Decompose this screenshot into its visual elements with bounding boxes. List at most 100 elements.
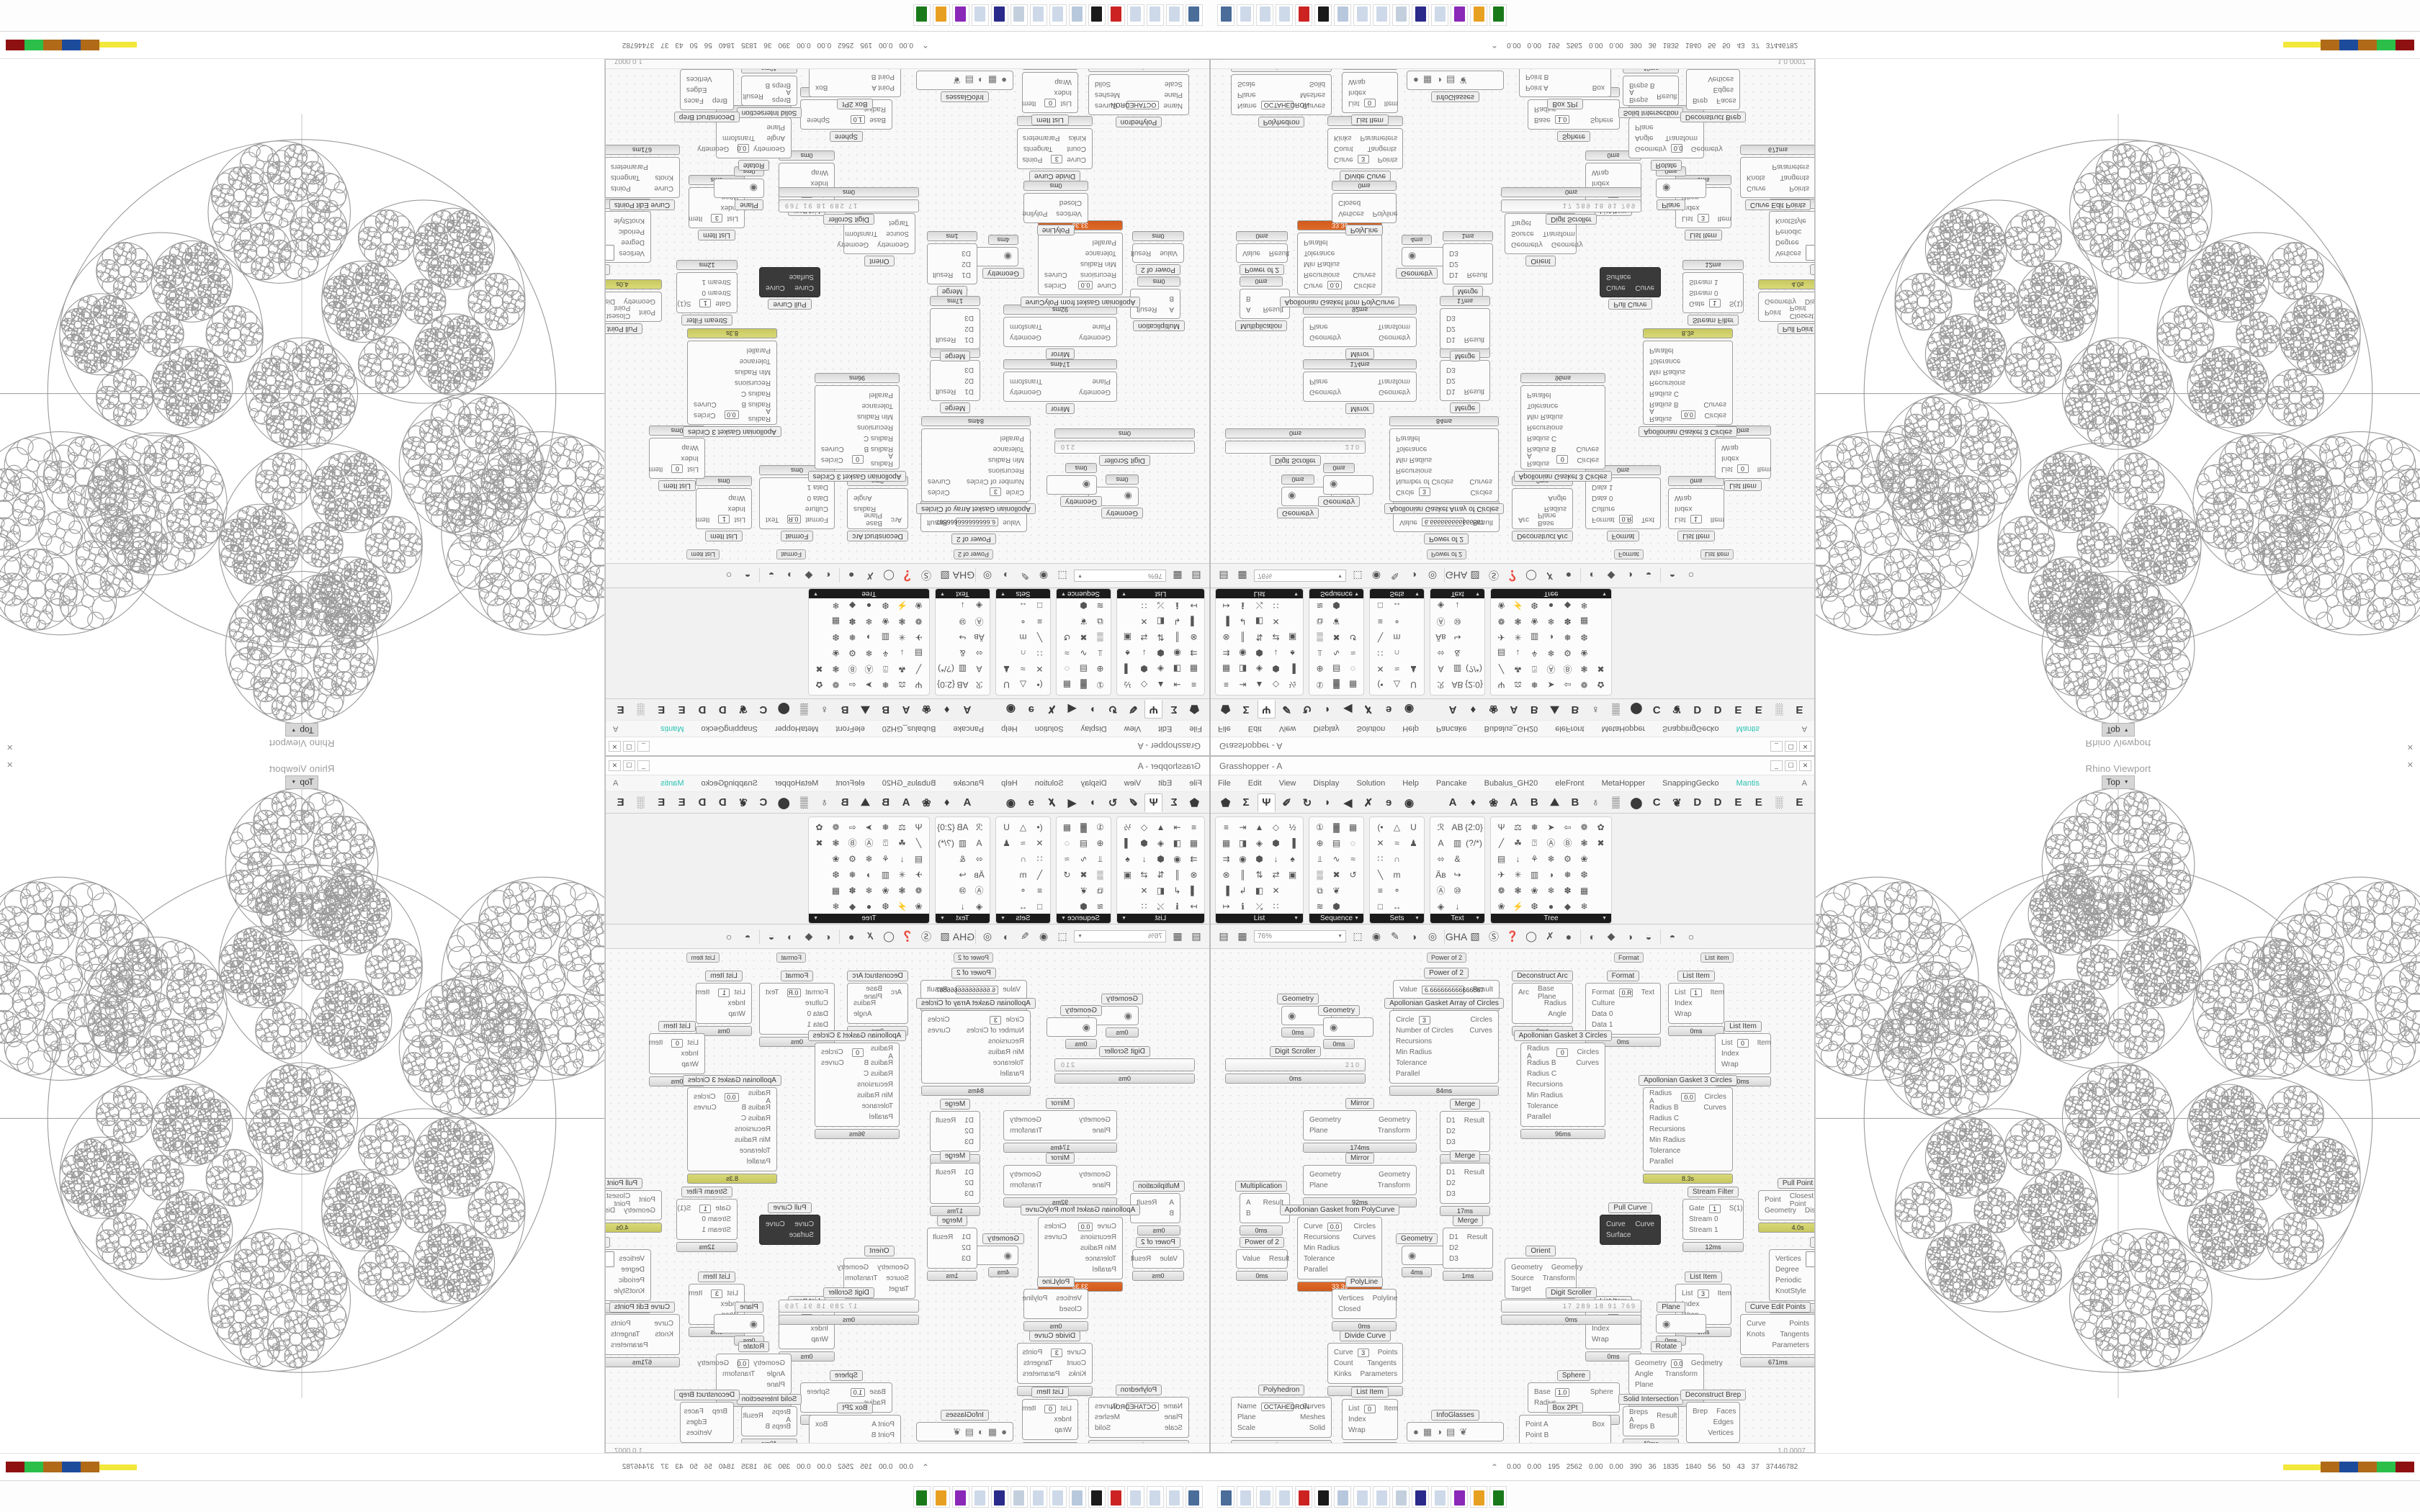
component-icon-12[interactable]: U [1406, 820, 1421, 834]
node-param-value[interactable]: 3 [1051, 155, 1063, 164]
toolbar-icon-13[interactable]: ◆ [1604, 930, 1618, 944]
node-param-value[interactable]: 6.666666666666667 [1421, 518, 1484, 527]
category-tab-9[interactable]: ◉ [1400, 793, 1418, 812]
component-icon-18[interactable]: ◇ [1137, 678, 1152, 692]
category-tab-0[interactable]: ⬟ [1216, 793, 1234, 812]
node-param-value[interactable]: 1 [718, 515, 730, 524]
menu-item-solution[interactable]: Solution [1356, 724, 1385, 733]
component-icon-2[interactable]: ▤ [1494, 646, 1509, 660]
component-icon-4[interactable]: ❁ [1494, 614, 1509, 629]
chevron-down-icon[interactable]: ▼ [1337, 573, 1343, 578]
node-param-value[interactable]: 0 [671, 1038, 684, 1048]
component-icon-12[interactable]: {2:0} [1465, 820, 1483, 834]
infoglasses-toggle-4[interactable]: ❦ [1459, 75, 1467, 86]
node-divide-curve[interactable]: Divide Curve Curve 3 Points Count Tangents Kin… [1327, 116, 1403, 181]
viewport-close-icon[interactable]: ✕ [2407, 760, 2414, 770]
node-param-value[interactable]: 6.666666666666667 [936, 985, 999, 994]
component-icon-9[interactable]: ↪ [1450, 868, 1465, 882]
category-tab-7[interactable]: ✗ [1042, 701, 1060, 719]
category-tab-2[interactable]: Ψ [1144, 700, 1163, 719]
component-icon-13[interactable]: ⍰ [878, 836, 893, 850]
component-icon-12[interactable]: ▲ [1252, 678, 1267, 692]
component-icon-26[interactable]: ♠ [1285, 852, 1300, 866]
component-icon-4[interactable]: ▐ [1219, 883, 1234, 898]
taskbar-display-icon-0[interactable] [1186, 1485, 1203, 1508]
plugin-tab-3[interactable]: A [1505, 793, 1523, 812]
component-icon-3[interactable]: ▒ [1093, 868, 1108, 882]
open-file-icon[interactable]: ▤ [1189, 569, 1204, 583]
node-format[interactable]: Format Format 0.R Text Culture Data 0 Data 1 0m… [1585, 971, 1661, 1047]
plugin-tab-2[interactable]: ❀ [1484, 793, 1502, 812]
component-icon-4[interactable]: ❁ [1494, 883, 1509, 898]
node-geometry[interactable]: Geometry ◉ 0ms [1088, 474, 1143, 518]
toolbar-icon-8[interactable]: ❓ [900, 930, 915, 944]
taskbar-green-app-icon-14[interactable] [913, 1485, 931, 1508]
component-icon-4[interactable]: Ⓐ [972, 614, 987, 629]
component-icon-23[interactable]: ● [861, 899, 877, 914]
taskbar-black-app-icon-5[interactable] [1088, 4, 1106, 27]
component-icon-10[interactable]: ⚬ [1389, 614, 1404, 629]
component-icon-0[interactable]: ① [1312, 678, 1327, 692]
component-icon-16[interactable]: ❀ [878, 614, 893, 629]
component-icon-3[interactable]: ⊗ [1219, 868, 1234, 882]
taskbar-display-icon-0[interactable] [1217, 1485, 1234, 1508]
node-param-value[interactable]: Sqrt(Chord) Spacing [606, 1251, 615, 1267]
node-param-value[interactable]: 3 [1418, 487, 1430, 497]
component-icon-8[interactable]: ↓ [1510, 852, 1525, 866]
infoglasses-toggle-4[interactable]: ❦ [953, 75, 961, 86]
node-digit-scroller[interactable]: Digit Scroller 210 0ms [1225, 428, 1366, 466]
component-icon-34[interactable]: ▦ [1577, 614, 1592, 629]
infoglasses-toggle-3[interactable]: ▤ [1446, 75, 1455, 86]
plugin-tab-11[interactable]: ❦ [734, 793, 752, 812]
component-icon-34[interactable]: ▦ [828, 614, 843, 629]
toolbar-icon-7[interactable]: Ⓢ [1487, 930, 1501, 944]
component-icon-9[interactable]: ✳ [1510, 868, 1525, 882]
infoglasses-toggle-4[interactable]: ❦ [953, 1426, 961, 1437]
menu-item-display[interactable]: Display [1313, 779, 1339, 788]
component-icon-13[interactable]: ⍰ [878, 662, 893, 676]
node-merge[interactable]: Merge D1 Result D2 D3 17ms [1440, 1151, 1490, 1216]
component-icon-5[interactable]: □ [1032, 598, 1047, 613]
component-icon-6[interactable]: ▓ [1329, 820, 1344, 834]
toolbar-icon-1[interactable]: ◉ [1036, 569, 1051, 583]
component-icon-6[interactable]: ⚖ [1510, 820, 1525, 834]
component-icon-4[interactable]: ⧉ [1312, 883, 1327, 898]
node-apollonian-gasket-3-circles[interactable]: Apollonian Gasket 3 Circles Radius A 0 Circ… [1513, 373, 1613, 482]
taskbar-document-icon-8[interactable] [1373, 4, 1390, 27]
node-multiplication[interactable]: Multiplication A Result B 0ms [1235, 1181, 1290, 1236]
node-param-value[interactable]: 3 [1357, 1348, 1369, 1357]
plugin-tab-15[interactable]: E [653, 793, 671, 812]
plugin-tab-7[interactable]: ♁ [815, 701, 833, 719]
viewport-close-icon[interactable]: ✕ [6, 742, 13, 752]
component-icon-0[interactable]: ℛ [972, 820, 987, 834]
component-icon-8[interactable]: ◉ [1235, 646, 1250, 660]
menu-item-bubalus-gh20[interactable]: Bubalus_GH20 [1484, 779, 1538, 788]
node-apollonian-gasket-3-circles[interactable]: Apollonian Gasket 3 Circles Radius A 0 Circ… [807, 373, 907, 482]
digit-scroller-control[interactable]: 17 289 18 91 769 [1501, 1300, 1641, 1313]
component-icon-12[interactable]: U [999, 820, 1014, 834]
toolbar-icon-8[interactable]: ❓ [900, 569, 915, 583]
component-icon-1[interactable]: ⊕ [1093, 662, 1108, 676]
taskbar-document-icon-3[interactable] [1276, 1485, 1293, 1508]
node-param-value[interactable]: 0.0 [1670, 144, 1682, 153]
node-divide-curve[interactable]: Divide Curve Curve 3 Points Count Tangents Kin… [1017, 116, 1093, 181]
component-icon-15[interactable]: ▥ [878, 630, 893, 644]
component-icon-16[interactable]: ❀ [1527, 614, 1542, 629]
node-param-value[interactable]: OCTAHEDRON [1260, 101, 1309, 110]
component-icon-1[interactable]: A [1433, 662, 1448, 676]
menu-item-pancake[interactable]: Pancake [953, 779, 984, 788]
component-icon-4[interactable]: ≡ [1373, 614, 1388, 629]
component-icon-0[interactable]: ≡ [1219, 678, 1234, 692]
taskbar-list-icon-6[interactable] [1334, 4, 1351, 27]
toolbar-icon-16[interactable]: ◓ [1665, 930, 1680, 944]
node-param-value[interactable]: 0 [1556, 455, 1569, 464]
component-icon-26[interactable]: ⚙ [1560, 852, 1575, 866]
component-icon-8[interactable]: ∿ [1329, 852, 1344, 866]
node-geometry[interactable]: Geometry ◉ 4ms [1396, 235, 1452, 279]
toolbar-icon-0[interactable]: ⬚ [1055, 930, 1070, 944]
component-icon-13[interactable]: ⍰ [1527, 836, 1542, 850]
infoglasses-toggle-0[interactable]: ● [1413, 1427, 1419, 1436]
node-curve-edit-points[interactable]: Curve Edit Points Curve Points Knots Tangent… [1740, 145, 1814, 210]
toolbar-icon-11[interactable]: ● [844, 569, 859, 583]
component-icon-7[interactable]: ▤ [1329, 662, 1344, 676]
